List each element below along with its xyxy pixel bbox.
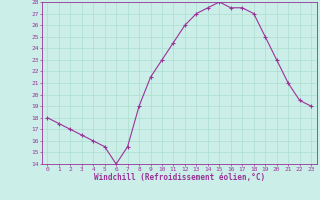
- X-axis label: Windchill (Refroidissement éolien,°C): Windchill (Refroidissement éolien,°C): [94, 173, 265, 182]
